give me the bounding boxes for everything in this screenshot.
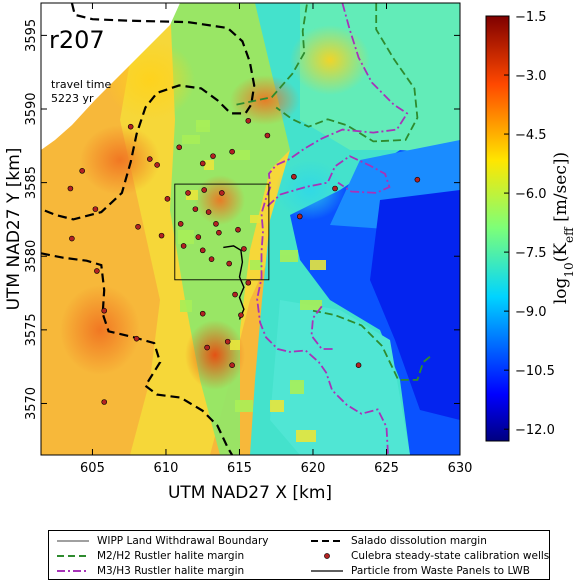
- salado-margin-line: [41, 252, 234, 455]
- calibration-well: [69, 235, 75, 242]
- colorbar-tick-label: −1.5: [515, 10, 547, 25]
- calibration-well: [79, 168, 85, 174]
- colorbar-ticks: −1.5 −3.0 −4.5 −6.0 −7.5 −9.0 −10.5 −12.0: [504, 10, 555, 438]
- legend-salado-swatch: [311, 540, 343, 542]
- calibration-well: [133, 335, 140, 342]
- calibration-well: [67, 185, 74, 192]
- colorbar-tick-label: −10.5: [515, 364, 555, 379]
- x-tick-label: 605: [80, 461, 105, 476]
- legend: WIPP Land Withdrawal Boundary Salado dis…: [48, 530, 550, 580]
- calibration-well: [164, 196, 171, 202]
- x-tick-label: 620: [301, 461, 326, 476]
- x-tick-label: 630: [448, 461, 473, 476]
- travel-time-value: 5223 yr: [51, 92, 94, 105]
- calibration-well: [238, 312, 244, 318]
- calibration-well: [232, 291, 238, 298]
- calibration-well: [235, 226, 241, 233]
- y-tick-label: 3585: [24, 166, 39, 199]
- calibration-well: [241, 246, 247, 252]
- legend-boundary-swatch: [57, 540, 89, 542]
- calibration-well: [199, 310, 206, 317]
- calibration-well: [101, 399, 108, 405]
- colorbar: [485, 15, 510, 442]
- calibration-well: [201, 187, 207, 193]
- calibration-well: [296, 213, 303, 220]
- calibration-well: [92, 206, 99, 212]
- y-tick-label: 3570: [24, 387, 39, 420]
- calibration-well: [135, 223, 141, 230]
- realization-label: r207: [49, 26, 105, 54]
- colorbar-tick-label: −6.0: [515, 187, 547, 202]
- calibration-well: [127, 123, 134, 130]
- legend-wells-swatch: [324, 553, 330, 559]
- m3-margin-line: [256, 3, 409, 455]
- colorbar-tick-label: −3.0: [515, 69, 547, 84]
- calibration-well: [177, 221, 184, 227]
- calibration-well: [204, 344, 210, 351]
- calibration-well: [154, 162, 160, 168]
- colorbar-tick-label: −9.0: [515, 305, 547, 320]
- calibration-well: [94, 268, 100, 274]
- particle-path: [223, 245, 245, 320]
- calibration-well: [219, 190, 225, 196]
- land-withdrawal-boundary: [174, 183, 270, 281]
- calibration-well: [245, 117, 252, 124]
- calibration-well: [195, 234, 202, 240]
- travel-time-label: travel time: [51, 78, 111, 91]
- calibration-well: [213, 221, 219, 227]
- calibration-well: [146, 156, 153, 162]
- legend-m2-swatch: [57, 555, 89, 557]
- calibration-well: [192, 206, 199, 212]
- calibration-well: [224, 338, 231, 345]
- x-tick-label: 625: [374, 461, 399, 476]
- m2-margin-line: [275, 3, 419, 143]
- overlay-layer: [41, 3, 433, 455]
- calibration-well: [185, 190, 191, 196]
- y-tick-label: 3590: [24, 92, 39, 125]
- calibration-well: [226, 260, 232, 267]
- calibration-well: [355, 362, 362, 368]
- calibration-well: [264, 132, 271, 139]
- calibration-well: [101, 307, 108, 314]
- m2-margin-line: [236, 3, 308, 106]
- m2-margin-line: [312, 309, 433, 381]
- x-axis-label: UTM NAD27 X [km]: [168, 483, 332, 503]
- calibration-well: [208, 256, 215, 262]
- colorbar-tick-label: −7.5: [515, 246, 547, 261]
- m3-margin-line: [266, 155, 391, 207]
- calibration-well: [229, 362, 235, 368]
- y-tick-label: 3595: [24, 19, 39, 52]
- plot-frame: [40, 2, 461, 456]
- calibration-well: [291, 173, 297, 180]
- colorbar-label: log10(Keff [m/sec]): [551, 152, 576, 304]
- calibration-well: [229, 148, 235, 155]
- legend-m3-swatch: [57, 570, 89, 572]
- legend-particle-swatch: [311, 570, 343, 572]
- salado-margin-line: [41, 3, 256, 221]
- x-tick-label: 610: [154, 461, 179, 476]
- calibration-well: [199, 160, 206, 167]
- calibration-well: [332, 185, 338, 192]
- calibration-well: [176, 144, 182, 151]
- calibration-well: [210, 153, 216, 159]
- calibration-well: [414, 176, 421, 183]
- m3-margin-line: [310, 305, 334, 350]
- calibration-well: [158, 232, 165, 239]
- colorbar-tick-label: −4.5: [515, 128, 547, 143]
- y-tick-label: 3580: [24, 240, 39, 273]
- calibration-well: [180, 243, 187, 249]
- calibration-well: [216, 229, 222, 236]
- y-axis-label: UTM NAD27 Y [km]: [4, 148, 24, 311]
- calibration-well: [205, 209, 212, 215]
- colorbar-tick-label: −12.0: [515, 423, 555, 438]
- y-tick-label: 3575: [24, 313, 39, 346]
- calibration-well: [245, 279, 252, 286]
- x-tick-label: 615: [227, 461, 252, 476]
- axes: 605 610 615 620 625 630 3570 3575 3580 3585 3590 35…: [24, 3, 472, 476]
- calibration-well: [199, 247, 206, 254]
